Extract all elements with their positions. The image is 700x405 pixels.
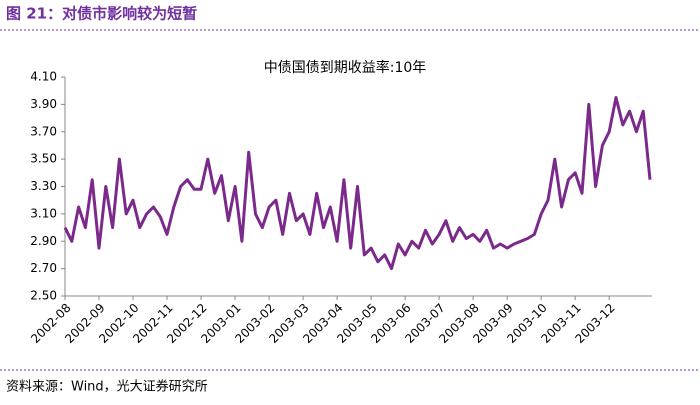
y-tick-label: 2.50 — [30, 289, 57, 303]
y-tick-label: 3.10 — [30, 206, 57, 220]
y-tick-label: 2.70 — [30, 261, 57, 275]
footer-source: 资料来源：Wind，光大证券研究所 — [6, 379, 208, 395]
y-tick-label: 2.90 — [30, 234, 57, 248]
y-tick-label: 4.10 — [30, 70, 57, 84]
chart-title: 中债国债到期收益率:10年 — [264, 59, 427, 76]
header-title: 图 21：对债市影响较为短暂 — [6, 5, 197, 23]
line-series — [63, 96, 652, 271]
y-tick-label: 3.90 — [30, 97, 57, 111]
y-tick-label: 3.30 — [30, 179, 57, 193]
y-tick-label: 3.70 — [30, 124, 57, 138]
y-tick-label: 3.50 — [30, 152, 57, 166]
